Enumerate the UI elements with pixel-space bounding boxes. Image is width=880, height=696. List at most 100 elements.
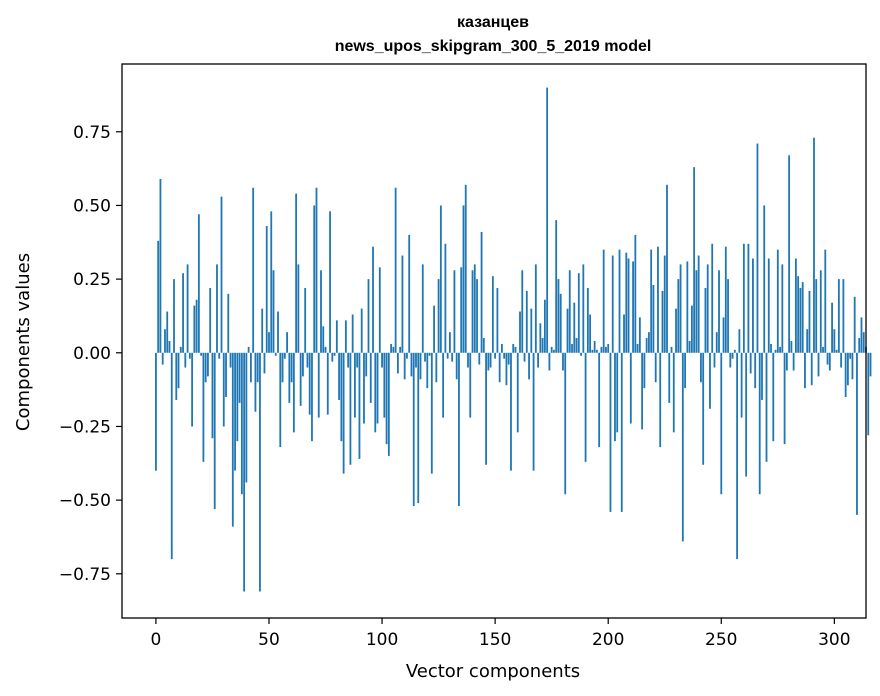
bar — [629, 352, 632, 424]
bar — [792, 352, 795, 371]
bar — [519, 311, 521, 353]
bar — [231, 352, 234, 527]
bar — [238, 352, 241, 403]
bar — [562, 352, 564, 371]
bar — [270, 211, 273, 353]
bar — [191, 352, 194, 427]
bar — [209, 287, 212, 353]
bar — [822, 346, 824, 353]
bar — [193, 305, 196, 353]
bar — [331, 352, 334, 362]
bar — [505, 352, 508, 386]
bar — [292, 352, 295, 433]
bar — [577, 273, 580, 353]
bar — [286, 332, 288, 353]
bar — [498, 352, 501, 383]
bar — [654, 352, 657, 383]
bar — [392, 346, 395, 353]
bar — [369, 352, 372, 403]
bar — [856, 352, 858, 515]
bar — [700, 352, 702, 383]
bar — [356, 352, 359, 368]
bar — [785, 352, 788, 371]
bar — [455, 352, 458, 380]
bar — [609, 352, 612, 512]
bar — [826, 352, 829, 365]
bar — [514, 346, 517, 353]
bar — [489, 352, 492, 368]
bar — [722, 317, 725, 353]
x-tick-label: 250 — [705, 630, 737, 650]
bar — [788, 155, 791, 353]
bar — [354, 352, 356, 418]
bar — [661, 290, 664, 353]
bar — [245, 352, 248, 483]
bar — [774, 349, 777, 353]
bar — [672, 352, 675, 433]
bar — [616, 352, 619, 433]
bar — [727, 279, 729, 353]
bar — [555, 220, 558, 353]
bar — [715, 332, 718, 353]
bar — [451, 352, 454, 362]
bar — [507, 352, 510, 365]
y-tick-label: 0.75 — [73, 123, 111, 143]
bar — [666, 184, 668, 353]
bar — [704, 287, 707, 353]
bar — [164, 329, 166, 353]
bar — [847, 352, 849, 386]
bar — [824, 249, 827, 353]
y-tick-label: −0.25 — [59, 417, 111, 437]
bar — [641, 352, 644, 430]
bar — [412, 352, 415, 507]
bar — [283, 352, 286, 359]
bar — [295, 193, 298, 353]
bar — [564, 352, 567, 495]
bar — [783, 352, 786, 445]
bar — [182, 273, 184, 353]
y-axis-ticks: −0.75 −0.50 −0.25 0.00 0.25 0.50 0.75 — [59, 123, 122, 585]
bar — [322, 326, 325, 353]
bar — [170, 352, 173, 560]
bar — [161, 352, 164, 365]
bar — [747, 243, 750, 353]
bar — [634, 234, 637, 353]
bar — [200, 352, 203, 356]
bar — [607, 343, 610, 353]
bar — [688, 341, 691, 353]
bar — [385, 352, 388, 445]
bar — [611, 255, 614, 353]
plot-frame — [121, 63, 867, 619]
bar — [387, 352, 390, 456]
bar — [444, 243, 447, 353]
bar — [568, 270, 571, 353]
bar — [806, 329, 809, 353]
bar — [367, 279, 370, 353]
bar — [173, 279, 175, 353]
chart-subtitle: news_upos_skipgram_300_5_2019 model — [335, 38, 652, 55]
bar — [559, 293, 562, 353]
bar — [862, 332, 865, 353]
bar — [516, 352, 519, 433]
bar — [383, 352, 386, 418]
bar — [790, 341, 793, 353]
bar — [837, 279, 840, 353]
bar — [390, 343, 393, 353]
bar — [317, 352, 320, 418]
bar — [453, 270, 456, 353]
bar — [274, 352, 277, 356]
bar — [268, 332, 270, 353]
bar — [668, 352, 671, 403]
bar — [460, 267, 463, 353]
bar-series — [155, 87, 872, 592]
bar — [186, 264, 189, 353]
bar — [758, 352, 761, 495]
bar — [326, 352, 329, 415]
bar — [543, 299, 546, 353]
bar — [582, 264, 585, 353]
bar — [430, 352, 433, 474]
bar — [580, 352, 582, 356]
bar — [263, 352, 266, 374]
bar — [776, 249, 779, 353]
bar — [867, 352, 870, 436]
